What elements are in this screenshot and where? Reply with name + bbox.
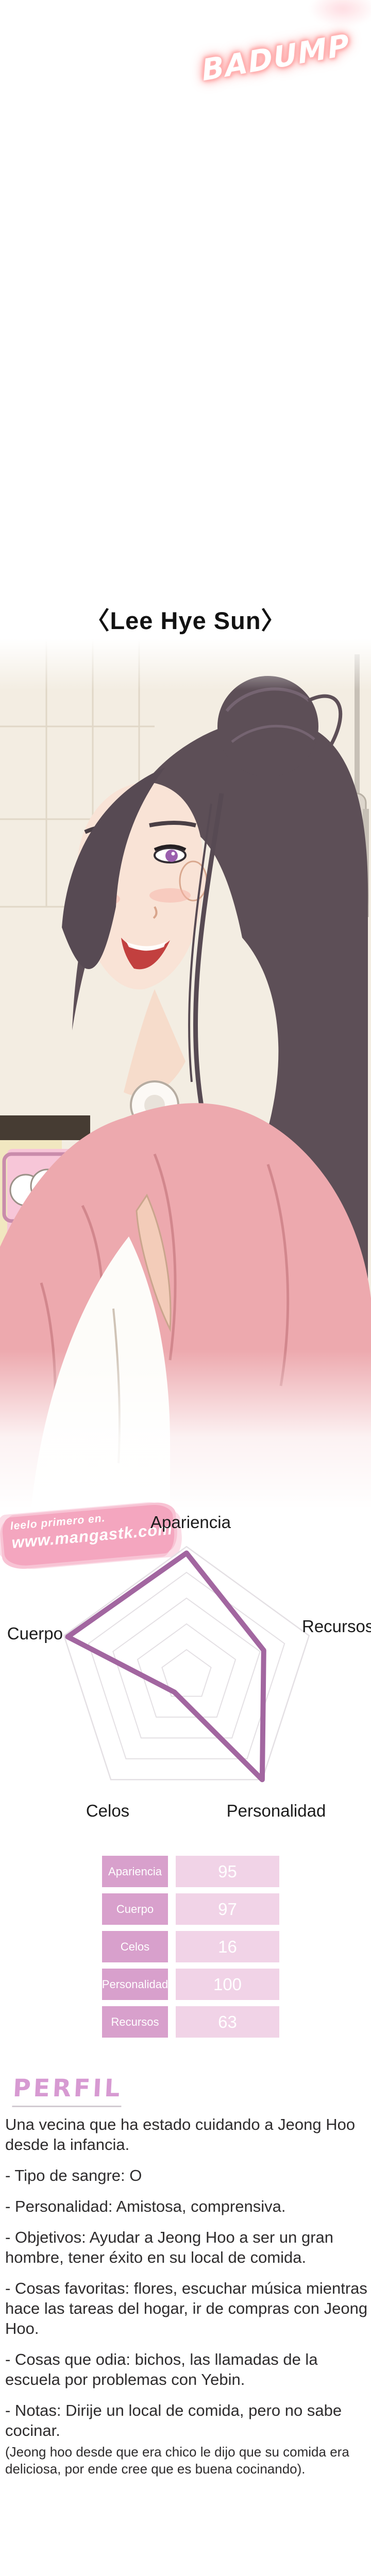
stat-value: 100 (176, 1969, 279, 2000)
stat-label: Celos (102, 1931, 168, 1962)
radar-label-recursos: Recursos (302, 1617, 371, 1636)
perfil-note: (Jeong hoo desde que era chico le dijo q… (5, 2444, 349, 2477)
perfil-bullet: - Personalidad: Amistosa, comprensiva. (5, 2197, 286, 2215)
perfil-bullet: - Cosas que odia: bichos, las llamadas d… (5, 2350, 318, 2388)
stat-value: 63 (176, 2006, 279, 2038)
stat-value: 16 (176, 1931, 279, 1962)
table-row: Apariencia 95 (0, 1856, 371, 1887)
pink-art-fragment (309, 0, 371, 27)
table-row: Celos 16 (0, 1931, 371, 1962)
stat-value: 95 (176, 1856, 279, 1887)
table-row: Personalidad 100 (0, 1969, 371, 2000)
perfil-intro: Una vecina que ha estado cuidando a Jeon… (5, 2115, 356, 2154)
table-row: Recursos 63 (0, 2006, 371, 2038)
radar-label-apariencia: Apariencia (150, 1513, 231, 1532)
perfil-bullet: - Cosas favoritas: flores, escuchar músi… (5, 2279, 368, 2337)
wall-beam (0, 1115, 90, 1140)
radar-label-cuerpo: Cuerpo (7, 1624, 63, 1643)
perfil-title: PERFIL (12, 2074, 123, 2107)
stat-label: Apariencia (102, 1856, 168, 1887)
stat-value: 97 (176, 1893, 279, 1925)
perfil-bullet: - Objetivos: Ayudar a Jeong Hoo a ser un… (5, 2228, 334, 2266)
perfil-bullet: - Notas: Dirije un local de comida, pero… (5, 2401, 342, 2439)
stat-label: Personalidad (102, 1969, 168, 2000)
radar-label-celos: Celos (86, 1801, 130, 1820)
sfx-badump-text: BADUMP (200, 28, 352, 88)
table-row: Cuerpo 97 (0, 1893, 371, 1925)
perfil-body: Una vecina que ha estado cuidando a Jeon… (5, 2114, 370, 2488)
main-illustration (0, 639, 371, 1510)
stat-label: Recursos (102, 2006, 168, 2038)
character-name: 〈Lee Hye Sun〉 (85, 607, 286, 634)
stat-label: Cuerpo (102, 1893, 168, 1925)
radar-label-personalidad: Personalidad (226, 1801, 326, 1820)
perfil-bullet: - Tipo de sangre: O (5, 2166, 142, 2184)
radar-chart (63, 1546, 310, 1783)
